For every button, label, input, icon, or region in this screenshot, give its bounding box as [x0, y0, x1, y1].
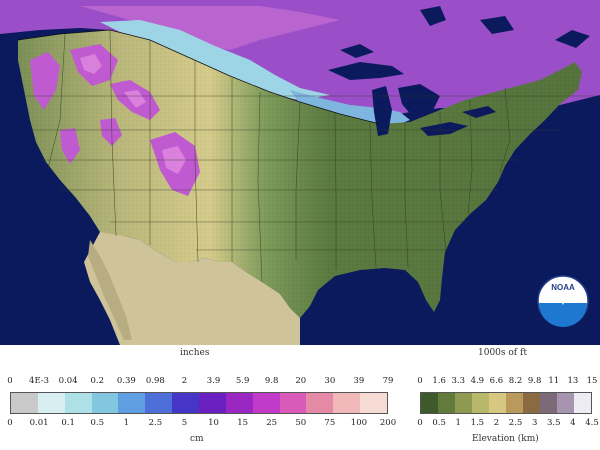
- elev-legend-tick-top: 6.6: [489, 376, 504, 386]
- elev-legend-tick-top: 1.6: [432, 376, 446, 386]
- snow-legend-tick-top: 9.8: [264, 376, 279, 386]
- mexico-land: [84, 232, 300, 345]
- elev-legend-tick-bottom: 2: [493, 418, 500, 428]
- snow-legend-swatch: [118, 393, 146, 413]
- snow-legend-tick-bottom: 0.1: [61, 418, 75, 428]
- elev-legend-tick-bottom: 1: [455, 418, 461, 428]
- us-canada-border: [17, 29, 381, 125]
- snow-legend-colorbar: [10, 392, 388, 414]
- snow-legend-title-inches: inches: [180, 348, 210, 358]
- snow-legend-tick-bottom: 100: [350, 418, 368, 428]
- snow-legend-tick-bottom: 10: [208, 418, 219, 428]
- snow-legend-swatch: [360, 393, 388, 413]
- snow-legend-tick-bottom: 1: [123, 418, 130, 428]
- elev-legend-tick-bottom: 4: [570, 418, 576, 428]
- canada-snow-light: [80, 6, 340, 50]
- snow-legend-tick-top: 30: [324, 376, 336, 386]
- snow-legend-tick-bottom: 0.5: [90, 418, 104, 428]
- elev-legend-swatch: [557, 393, 574, 413]
- elev-legend-swatch: [540, 393, 557, 413]
- baja-peninsula: [88, 240, 132, 340]
- elevation-legend-colorbar: [420, 392, 592, 414]
- snow-legend-tick-bottom: 200: [379, 418, 397, 428]
- elev-legend-tick-bottom: 2.5: [508, 418, 523, 428]
- noaa-logo-text: NOAA: [551, 283, 575, 292]
- elev-legend-tick-top: 13: [567, 376, 579, 386]
- elev-legend-tick-top: 3.3: [451, 376, 465, 386]
- snow-legend-swatch: [225, 393, 253, 413]
- elev-legend-tick-bottom: 1.5: [470, 418, 485, 428]
- snow-legend-swatch: [279, 393, 307, 413]
- noaa-logo: NOAA: [537, 275, 589, 327]
- snow-legend-tick-top: 3.9: [206, 376, 221, 386]
- snow-legend-swatch: [333, 393, 361, 413]
- elev-legend-swatch: [472, 393, 489, 413]
- snow-legend-swatch: [91, 393, 119, 413]
- snow-legend-swatch: [306, 393, 334, 413]
- elev-legend-tick-top: 8.2: [508, 376, 523, 386]
- map-canvas: [0, 0, 600, 345]
- snow-legend-tick-bottom: 0.01: [29, 418, 49, 428]
- elev-legend-tick-bottom: 0: [417, 418, 423, 428]
- western-mountain-snow: [30, 44, 200, 196]
- elev-legend-tick-bottom: 4.5: [585, 418, 599, 428]
- snow-legend-swatch: [199, 393, 226, 413]
- snow-legend-tick-top: 2: [181, 376, 188, 386]
- snow-legend-tick-top: 0.2: [90, 376, 104, 386]
- elev-legend-swatch: [523, 393, 540, 413]
- elev-legend-tick-bottom: 3.5: [547, 418, 561, 428]
- elev-legend-swatch: [506, 393, 523, 413]
- snow-legend-title-cm: cm: [190, 434, 204, 444]
- snow-depth-map: NOAA: [0, 0, 600, 345]
- elev-legend-tick-bottom: 0.5: [432, 418, 446, 428]
- snow-legend-tick-top: 39: [353, 376, 365, 386]
- elev-legend-tick-top: 15: [586, 376, 598, 386]
- canada-lowsnow: [100, 20, 330, 100]
- snow-legend-tick-bottom: 75: [324, 418, 336, 428]
- snow-legend-swatch: [172, 393, 200, 413]
- snow-legend-tick-top: 5.9: [235, 376, 250, 386]
- snow-legend-tick-top: 4E-3: [29, 376, 50, 386]
- snow-legend-tick-top: 79: [382, 376, 394, 386]
- snow-legend-tick-bottom: 25: [266, 418, 278, 428]
- snow-legend-tick-bottom: 0: [7, 418, 13, 428]
- snow-legend-tick-top: 0.39: [116, 376, 136, 386]
- snow-legend-swatch: [11, 393, 38, 413]
- snow-legend-tick-bottom: 15: [237, 418, 249, 428]
- elev-legend-tick-top: 11: [548, 376, 560, 386]
- snow-legend-tick-bottom: 50: [295, 418, 307, 428]
- snow-legend-tick-bottom: 2.5: [148, 418, 163, 428]
- elev-legend-tick-top: 4.9: [470, 376, 485, 386]
- state-borders: [26, 29, 600, 283]
- snow-legend-tick-top: 0.98: [145, 376, 165, 386]
- elev-legend-swatch: [489, 393, 506, 413]
- elevation-legend-title-km: Elevation (km): [472, 434, 539, 444]
- snow-legend-tick-bottom: 5: [181, 418, 188, 428]
- canada-lakes: [420, 6, 590, 48]
- snow-legend-swatch: [37, 393, 65, 413]
- snow-depth-legend: inches 0 4E-3 0.04 0.2 0.39 0.98 2 3.9 5.9 9.8 20 3…: [0, 348, 397, 448]
- elev-legend-swatch: [455, 393, 472, 413]
- elev-legend-swatch: [421, 393, 438, 413]
- elev-legend-tick-top: 0: [417, 376, 423, 386]
- snow-legend-swatch: [252, 393, 280, 413]
- terrain-texture: [18, 30, 582, 318]
- elev-legend-swatch: [438, 393, 455, 413]
- snow-legend-swatch: [145, 393, 173, 413]
- snow-legend-tick-top: 0: [7, 376, 13, 386]
- elev-legend-tick-bottom: 3: [531, 418, 538, 428]
- elev-legend-swatch: [574, 393, 591, 413]
- elevation-legend-title-feet: 1000s of ft: [478, 348, 527, 358]
- snow-legend-tick-top: 20: [295, 376, 307, 386]
- snow-legend-tick-top: 0.04: [58, 376, 78, 386]
- elev-legend-tick-top: 9.8: [527, 376, 542, 386]
- snow-legend-swatch: [64, 393, 92, 413]
